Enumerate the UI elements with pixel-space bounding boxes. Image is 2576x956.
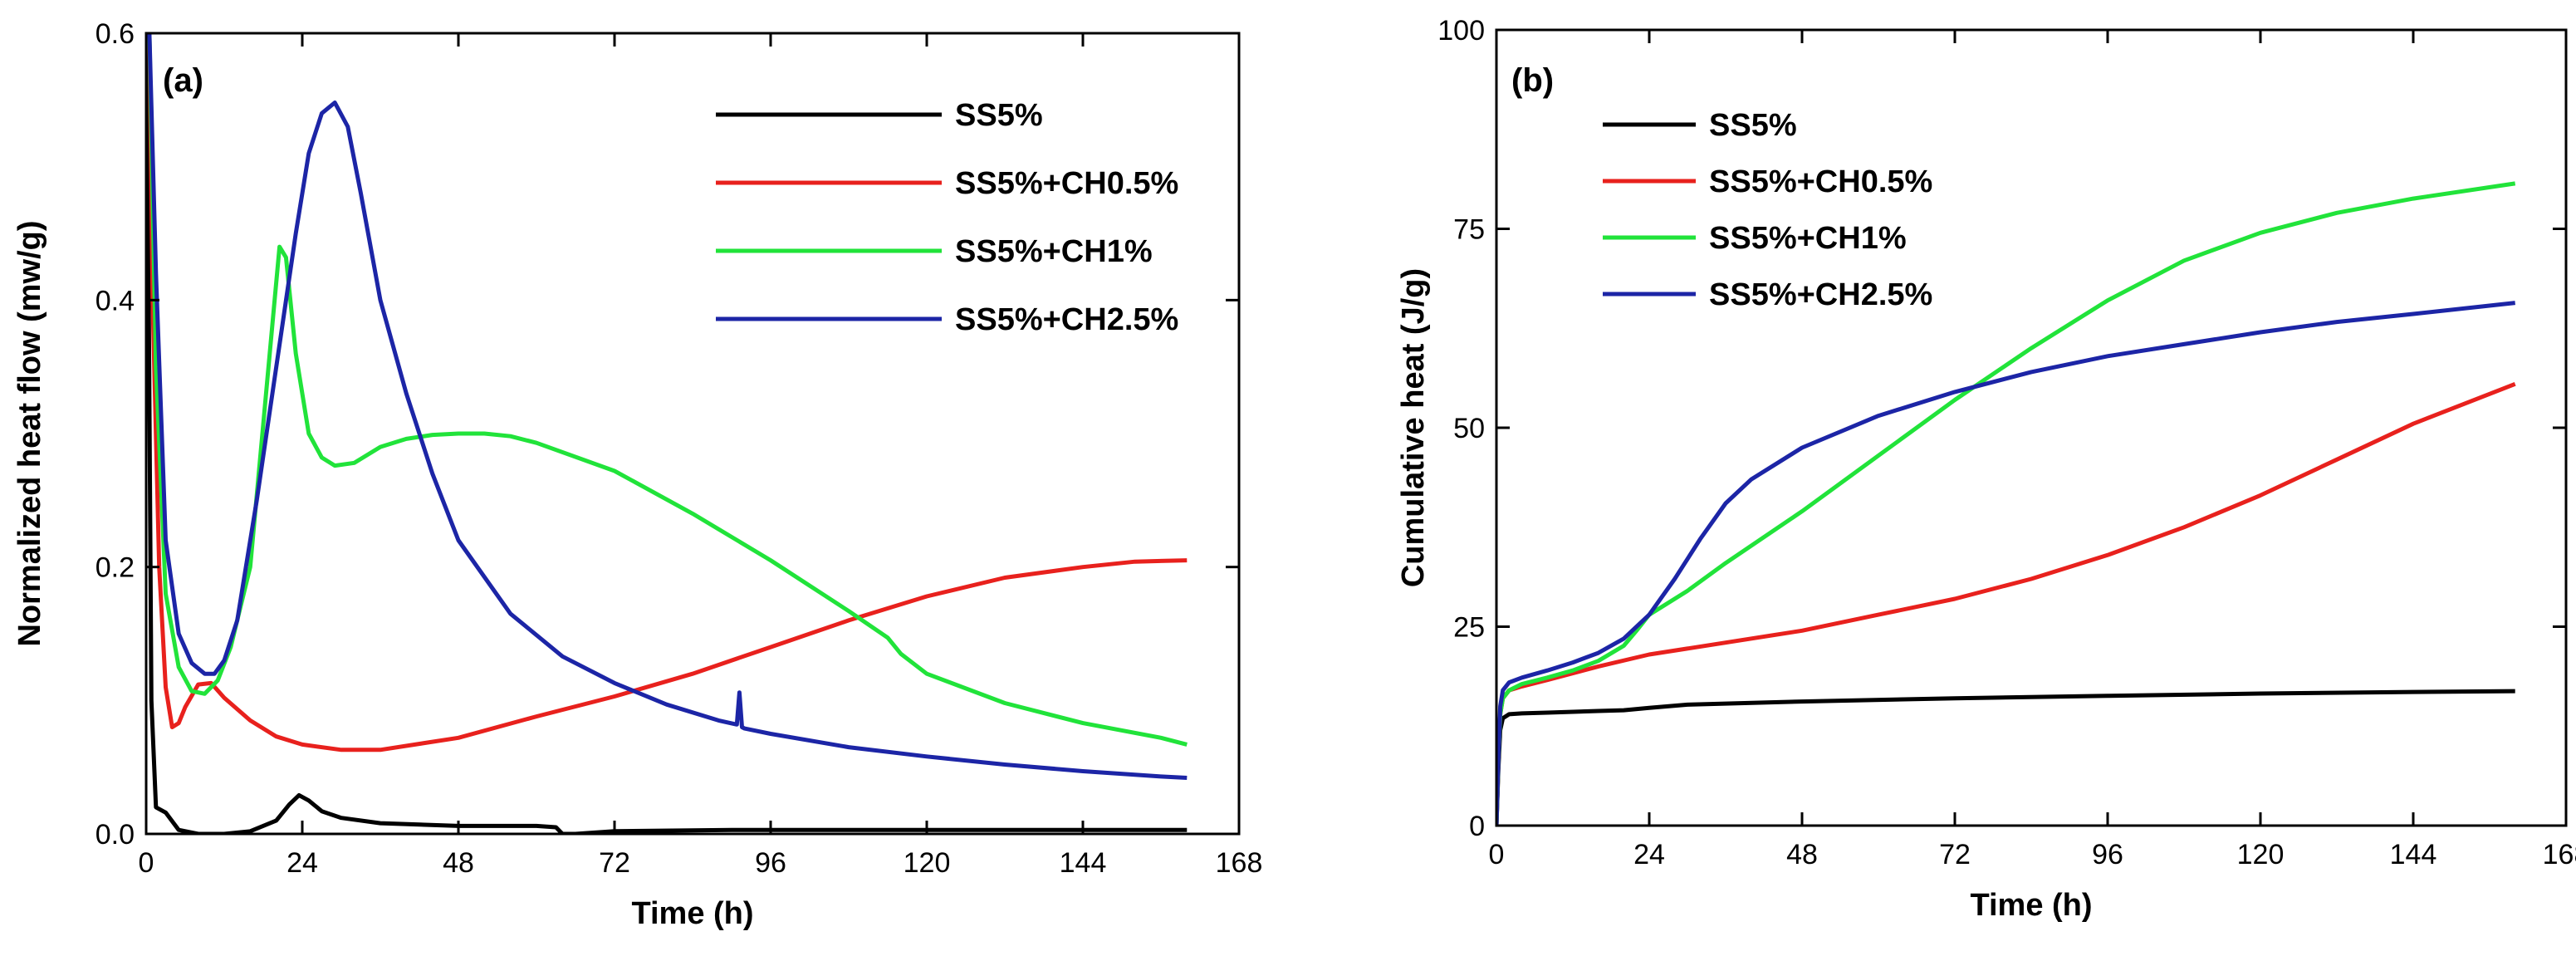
x-tick-label: 0 xyxy=(1489,839,1505,870)
series-line-1 xyxy=(1496,689,2515,826)
y-tick-label: 0.6 xyxy=(95,18,135,50)
series-group xyxy=(146,33,1188,834)
x-tick-label: 120 xyxy=(2237,839,2285,870)
y-tick-label: 0.0 xyxy=(95,819,135,851)
y-tick-label: 0.4 xyxy=(95,285,135,316)
x-axis-title-a: Time (h) xyxy=(631,896,753,931)
x-tick-label: 96 xyxy=(755,847,786,879)
x-tick-label: 144 xyxy=(1060,847,1107,879)
legend-label: SS5%+CH0.5% xyxy=(955,166,1178,201)
x-tick-label: 96 xyxy=(2092,839,2123,870)
series-line-3 xyxy=(1496,181,2516,826)
y-axis-title-a: Normalized heat flow (mw/g) xyxy=(12,220,47,646)
y-tick-label: 75 xyxy=(1453,214,1485,246)
x-tick-label: 48 xyxy=(443,847,474,879)
series-line-3 xyxy=(147,33,1188,747)
series-line-2 xyxy=(1496,381,2516,826)
series-line-2 xyxy=(147,33,1188,753)
x-tick-label: 120 xyxy=(904,847,951,879)
x-tick-label: 24 xyxy=(1633,839,1665,870)
series-line-4 xyxy=(147,33,1188,780)
x-tick-label: 168 xyxy=(2543,839,2576,870)
legend-label: SS5% xyxy=(955,98,1043,133)
legend-label: SS5% xyxy=(1709,108,1797,143)
y-tick-label: 100 xyxy=(1437,15,1485,47)
legend: SS5% SS5%+CH0.5% SS5%+CH1% SS5%+CH2.5% xyxy=(716,98,1178,337)
y-tick-label: 25 xyxy=(1453,612,1485,644)
y-tick-label: 50 xyxy=(1453,413,1485,444)
legend-label: SS5%+CH2.5% xyxy=(955,302,1178,337)
legend: SS5% SS5%+CH0.5% SS5%+CH1% SS5%+CH2.5% xyxy=(1603,108,1932,312)
legend-label: SS5%+CH1% xyxy=(955,234,1153,269)
x-tick-label: 48 xyxy=(1786,839,1818,870)
x-tick-label: 24 xyxy=(286,847,318,879)
x-axis-title-b: Time (h) xyxy=(1970,888,2092,923)
series-line-1 xyxy=(146,33,1188,834)
series-line-4 xyxy=(1496,301,2515,826)
y-tick-label: 0 xyxy=(1469,811,1485,842)
x-tick-label: 72 xyxy=(1939,839,1971,870)
chart-panel-a: 0 24 48 72 96 120 144 168 0.0 0.2 0.4 0.6 SS5% SS5%+C… xyxy=(12,18,1262,931)
legend-label: SS5%+CH1% xyxy=(1709,221,1907,256)
x-tick-label: 72 xyxy=(599,847,630,879)
x-tick-label: 168 xyxy=(1216,847,1263,879)
panel-label-b: (b) xyxy=(1511,62,1554,99)
y-axis-title-b: Cumulative heat (J/g) xyxy=(1396,268,1431,587)
x-tick-label: 144 xyxy=(2390,839,2437,870)
x-tick-label: 0 xyxy=(139,847,154,879)
chart-panel-b: 0 24 48 72 96 120 144 168 0 25 50 75 100 SS5% SS5%+CH0… xyxy=(1396,15,2576,923)
plot-frame xyxy=(144,32,1241,836)
legend-label: SS5%+CH0.5% xyxy=(1709,164,1932,199)
series-group xyxy=(1496,181,2516,826)
legend-label: SS5%+CH2.5% xyxy=(1709,277,1932,312)
y-tick-label: 0.2 xyxy=(95,552,135,584)
panel-label-a: (a) xyxy=(163,62,203,99)
